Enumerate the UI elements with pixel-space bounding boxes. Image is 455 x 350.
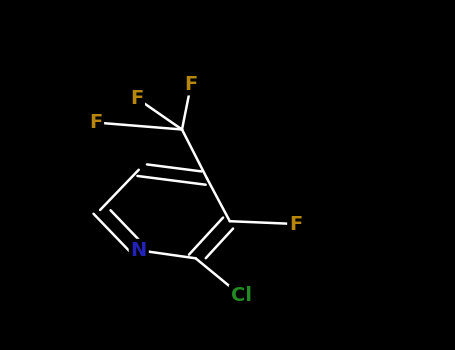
Text: F: F [184,75,198,93]
Text: F: F [89,113,102,132]
Text: Cl: Cl [231,286,252,305]
Text: F: F [289,215,303,233]
Text: F: F [130,89,143,107]
Text: N: N [131,241,147,260]
